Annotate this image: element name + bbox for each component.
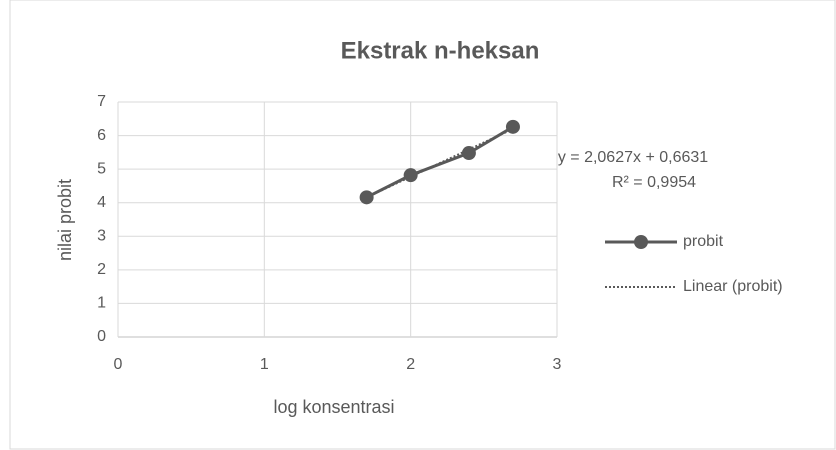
y-tick-label: 6 [97, 127, 106, 144]
x-tick-label: 2 [406, 356, 415, 373]
y-tick-label: 7 [97, 93, 106, 110]
y-tick-label: 4 [97, 194, 106, 211]
y-tick-label: 5 [97, 160, 106, 177]
y-tick-label: 1 [97, 295, 106, 312]
trendline-equation: y = 2,0627x + 0,6631 [558, 149, 708, 166]
y-tick-label: 3 [97, 228, 106, 245]
marker [359, 190, 374, 205]
y-tick-label: 2 [97, 261, 106, 278]
y-tick-label: 0 [97, 328, 106, 345]
y-axis-label: nilai probit [55, 179, 75, 261]
x-tick-label: 3 [553, 356, 562, 373]
marker [505, 119, 520, 134]
x-axis-label: log konsentrasi [273, 397, 394, 417]
x-tick-label: 1 [260, 356, 269, 373]
chart-title: Ekstrak n-heksan [341, 37, 540, 64]
legend-marker [634, 235, 648, 249]
legend-label: Linear (probit) [683, 278, 783, 295]
marker [461, 146, 476, 161]
chart-border [9, 0, 836, 450]
x-tick-label: 0 [114, 356, 123, 373]
trendline-r-squared: R² = 0,9954 [612, 174, 696, 191]
marker [403, 168, 418, 183]
trendline [366, 127, 514, 199]
legend-label: probit [683, 233, 724, 250]
